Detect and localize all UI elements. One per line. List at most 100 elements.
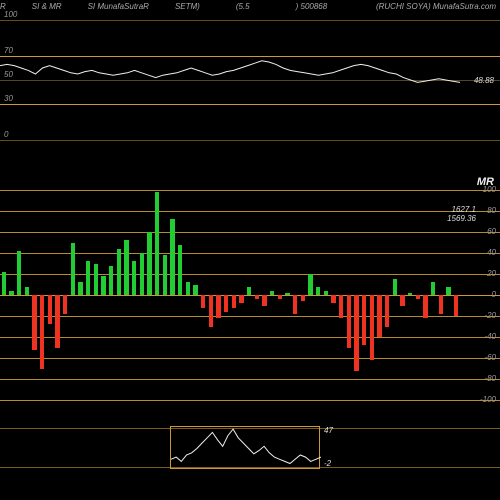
mr-bar <box>362 295 366 345</box>
current-value-label: 48.88 <box>474 76 494 85</box>
y-axis-label: 20 <box>487 269 496 278</box>
mr-bar <box>439 295 443 314</box>
mr-bar <box>331 295 335 303</box>
mr-bar <box>446 287 450 295</box>
mr-bar <box>132 261 136 295</box>
mini-chart-box <box>170 426 320 469</box>
gridline <box>0 190 500 191</box>
mr-bar <box>354 295 358 371</box>
price-label: 1627.1 <box>452 205 476 214</box>
y-axis-label: -40 <box>484 332 496 341</box>
mini-label: 47 <box>324 426 333 435</box>
mr-bar <box>285 293 289 295</box>
mr-bar <box>278 295 282 299</box>
mr-bar <box>385 295 389 327</box>
y-axis-label: -80 <box>484 374 496 383</box>
gridline <box>0 358 500 359</box>
mr-bar <box>71 243 75 296</box>
rsi-panel: 030507010048.88 <box>0 20 500 140</box>
y-axis-label: -20 <box>484 311 496 320</box>
hdr-3: SI MunafaSutraR <box>88 2 149 16</box>
mr-bar <box>347 295 351 348</box>
mr-bar <box>32 295 36 350</box>
mr-bar <box>423 295 427 318</box>
mr-bar <box>454 295 458 316</box>
mini-panel: 47 -2 <box>0 420 500 475</box>
mr-bar <box>178 245 182 295</box>
gridline <box>0 211 500 212</box>
mr-bar <box>232 295 236 308</box>
mr-bar <box>63 295 67 314</box>
mr-bar <box>101 276 105 295</box>
mr-bar <box>170 219 174 295</box>
mr-bar <box>400 295 404 306</box>
mr-bar <box>416 295 420 299</box>
gridline <box>0 337 500 338</box>
mr-bar <box>17 251 21 295</box>
y-axis-label: 80 <box>487 206 496 215</box>
y-axis-label: 100 <box>4 10 17 19</box>
mr-bar <box>193 285 197 296</box>
mr-panel: -100-80-60-40-200204060801001627.11569.3… <box>0 190 500 400</box>
mr-bar <box>408 293 412 295</box>
y-axis-label: 60 <box>487 227 496 236</box>
y-axis-label: 40 <box>487 248 496 257</box>
mr-bar <box>339 295 343 318</box>
mr-bar <box>2 272 6 295</box>
mr-bar <box>186 282 190 295</box>
y-axis-label: -60 <box>484 353 496 362</box>
hdr-2: SI & MR <box>32 2 62 16</box>
mr-bar <box>262 295 266 306</box>
gridline <box>0 274 500 275</box>
mr-bar <box>324 291 328 295</box>
mr-bar <box>209 295 213 327</box>
mr-bar <box>301 295 305 301</box>
gridline <box>0 379 500 380</box>
hdr-right: (RUCHI SOYA) MunafaSutra.com <box>376 2 496 16</box>
mr-bar <box>55 295 59 348</box>
gridline <box>0 400 500 401</box>
gridline <box>0 253 500 254</box>
mr-bar <box>201 295 205 308</box>
mr-bar <box>9 291 13 295</box>
mr-bar <box>393 279 397 295</box>
mini-line-chart <box>171 427 321 470</box>
mr-bar <box>370 295 374 360</box>
mr-bar <box>78 282 82 295</box>
mr-bar <box>216 295 220 318</box>
mr-bar <box>140 253 144 295</box>
mr-bar <box>270 291 274 295</box>
mr-bar <box>239 295 243 303</box>
mr-bar <box>86 261 90 295</box>
mr-bar <box>377 295 381 337</box>
hdr-5: (5.5 <box>236 2 250 16</box>
mr-bar <box>308 274 312 295</box>
mini-label: -2 <box>324 459 331 468</box>
panel-title: MR <box>477 176 494 188</box>
mr-bar <box>224 295 228 312</box>
mr-bar <box>109 266 113 295</box>
chart-header: R SI & MR SI MunafaSutraR SETM) (5.5 ) 5… <box>0 2 500 16</box>
mr-bar <box>48 295 52 324</box>
y-axis-label: -100 <box>480 395 496 404</box>
y-axis-label: 0 <box>492 290 496 299</box>
hdr-6: ) 500868 <box>296 2 328 16</box>
gridline <box>0 232 500 233</box>
mr-bar <box>293 295 297 314</box>
mr-bar <box>147 232 151 295</box>
mr-bar <box>40 295 44 369</box>
mr-bar <box>431 282 435 295</box>
hdr-4: SETM) <box>175 2 200 16</box>
mr-bar <box>316 287 320 295</box>
mr-bar <box>247 287 251 295</box>
mr-bar <box>155 192 159 295</box>
mr-bar <box>94 264 98 296</box>
mr-bar <box>163 255 167 295</box>
rsi-line-chart <box>0 20 460 140</box>
gridline <box>0 140 500 141</box>
mr-bar <box>124 240 128 295</box>
price-label: 1569.36 <box>447 214 476 223</box>
mr-bar <box>25 287 29 295</box>
mr-bar <box>255 295 259 299</box>
mr-bar <box>117 249 121 295</box>
